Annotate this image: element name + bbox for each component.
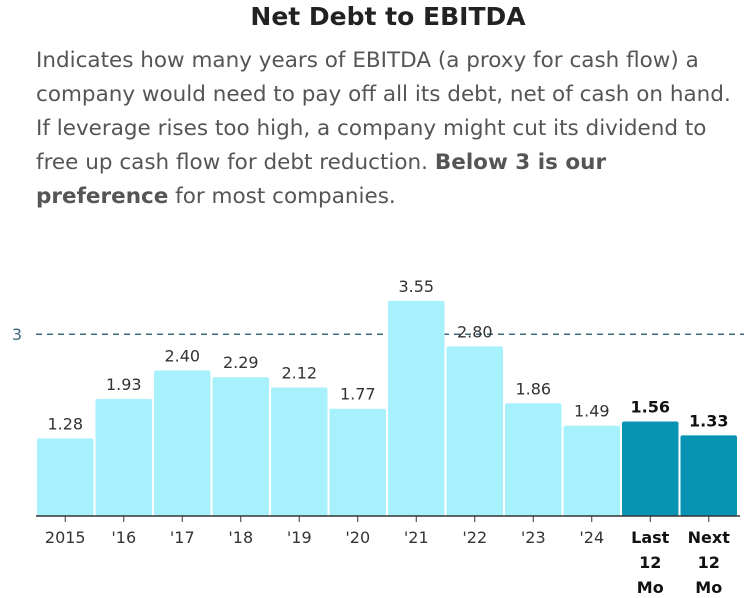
data-label: 1.93 [106,375,142,394]
data-label: 1.33 [689,411,728,430]
bar [95,399,152,516]
x-tick-label: Last 12 Mo [631,528,670,597]
description-text-end: for most companies. [168,184,396,209]
data-label: 2.29 [223,353,259,372]
x-tick-label: '17 [170,528,195,547]
x-tick-label: '19 [287,528,312,547]
chart-description: Indicates how many years of EBITDA (a pr… [36,44,736,214]
bar [388,300,445,516]
x-tick-label: '20 [345,528,370,547]
data-label: 2.12 [281,364,317,383]
description-text: Indicates how many years of EBITDA (a pr… [36,48,731,175]
bar [37,438,94,516]
x-tick-label: '18 [228,528,253,547]
x-tick-label: 2015 [45,528,86,547]
data-label: 1.28 [47,414,83,433]
bar [680,435,737,516]
data-label: 1.56 [631,397,670,416]
x-tick-label: '22 [462,528,487,547]
bar [505,403,562,516]
x-tick-label: Next 12 Mo [688,528,731,597]
bar [271,387,328,516]
x-tick-label: '21 [404,528,429,547]
bar [154,370,211,516]
data-label: 1.49 [574,402,610,421]
x-tick-label: '23 [521,528,546,547]
bar [622,421,679,516]
data-label: 2.80 [457,322,493,341]
bar [329,408,386,516]
bar [212,377,269,516]
x-tick-label: '24 [579,528,604,547]
data-label: 1.86 [515,379,551,398]
bar [563,425,620,516]
data-label: 1.77 [340,385,376,404]
x-tick-label: '16 [111,528,136,547]
chart-title: Net Debt to EBITDA [250,2,526,31]
data-label: 2.40 [164,347,200,366]
description-emphasis: Below 3 is our preference [36,150,607,209]
reference-line-label: 3 [12,325,22,344]
data-label: 3.55 [398,277,434,296]
bar [446,346,503,516]
